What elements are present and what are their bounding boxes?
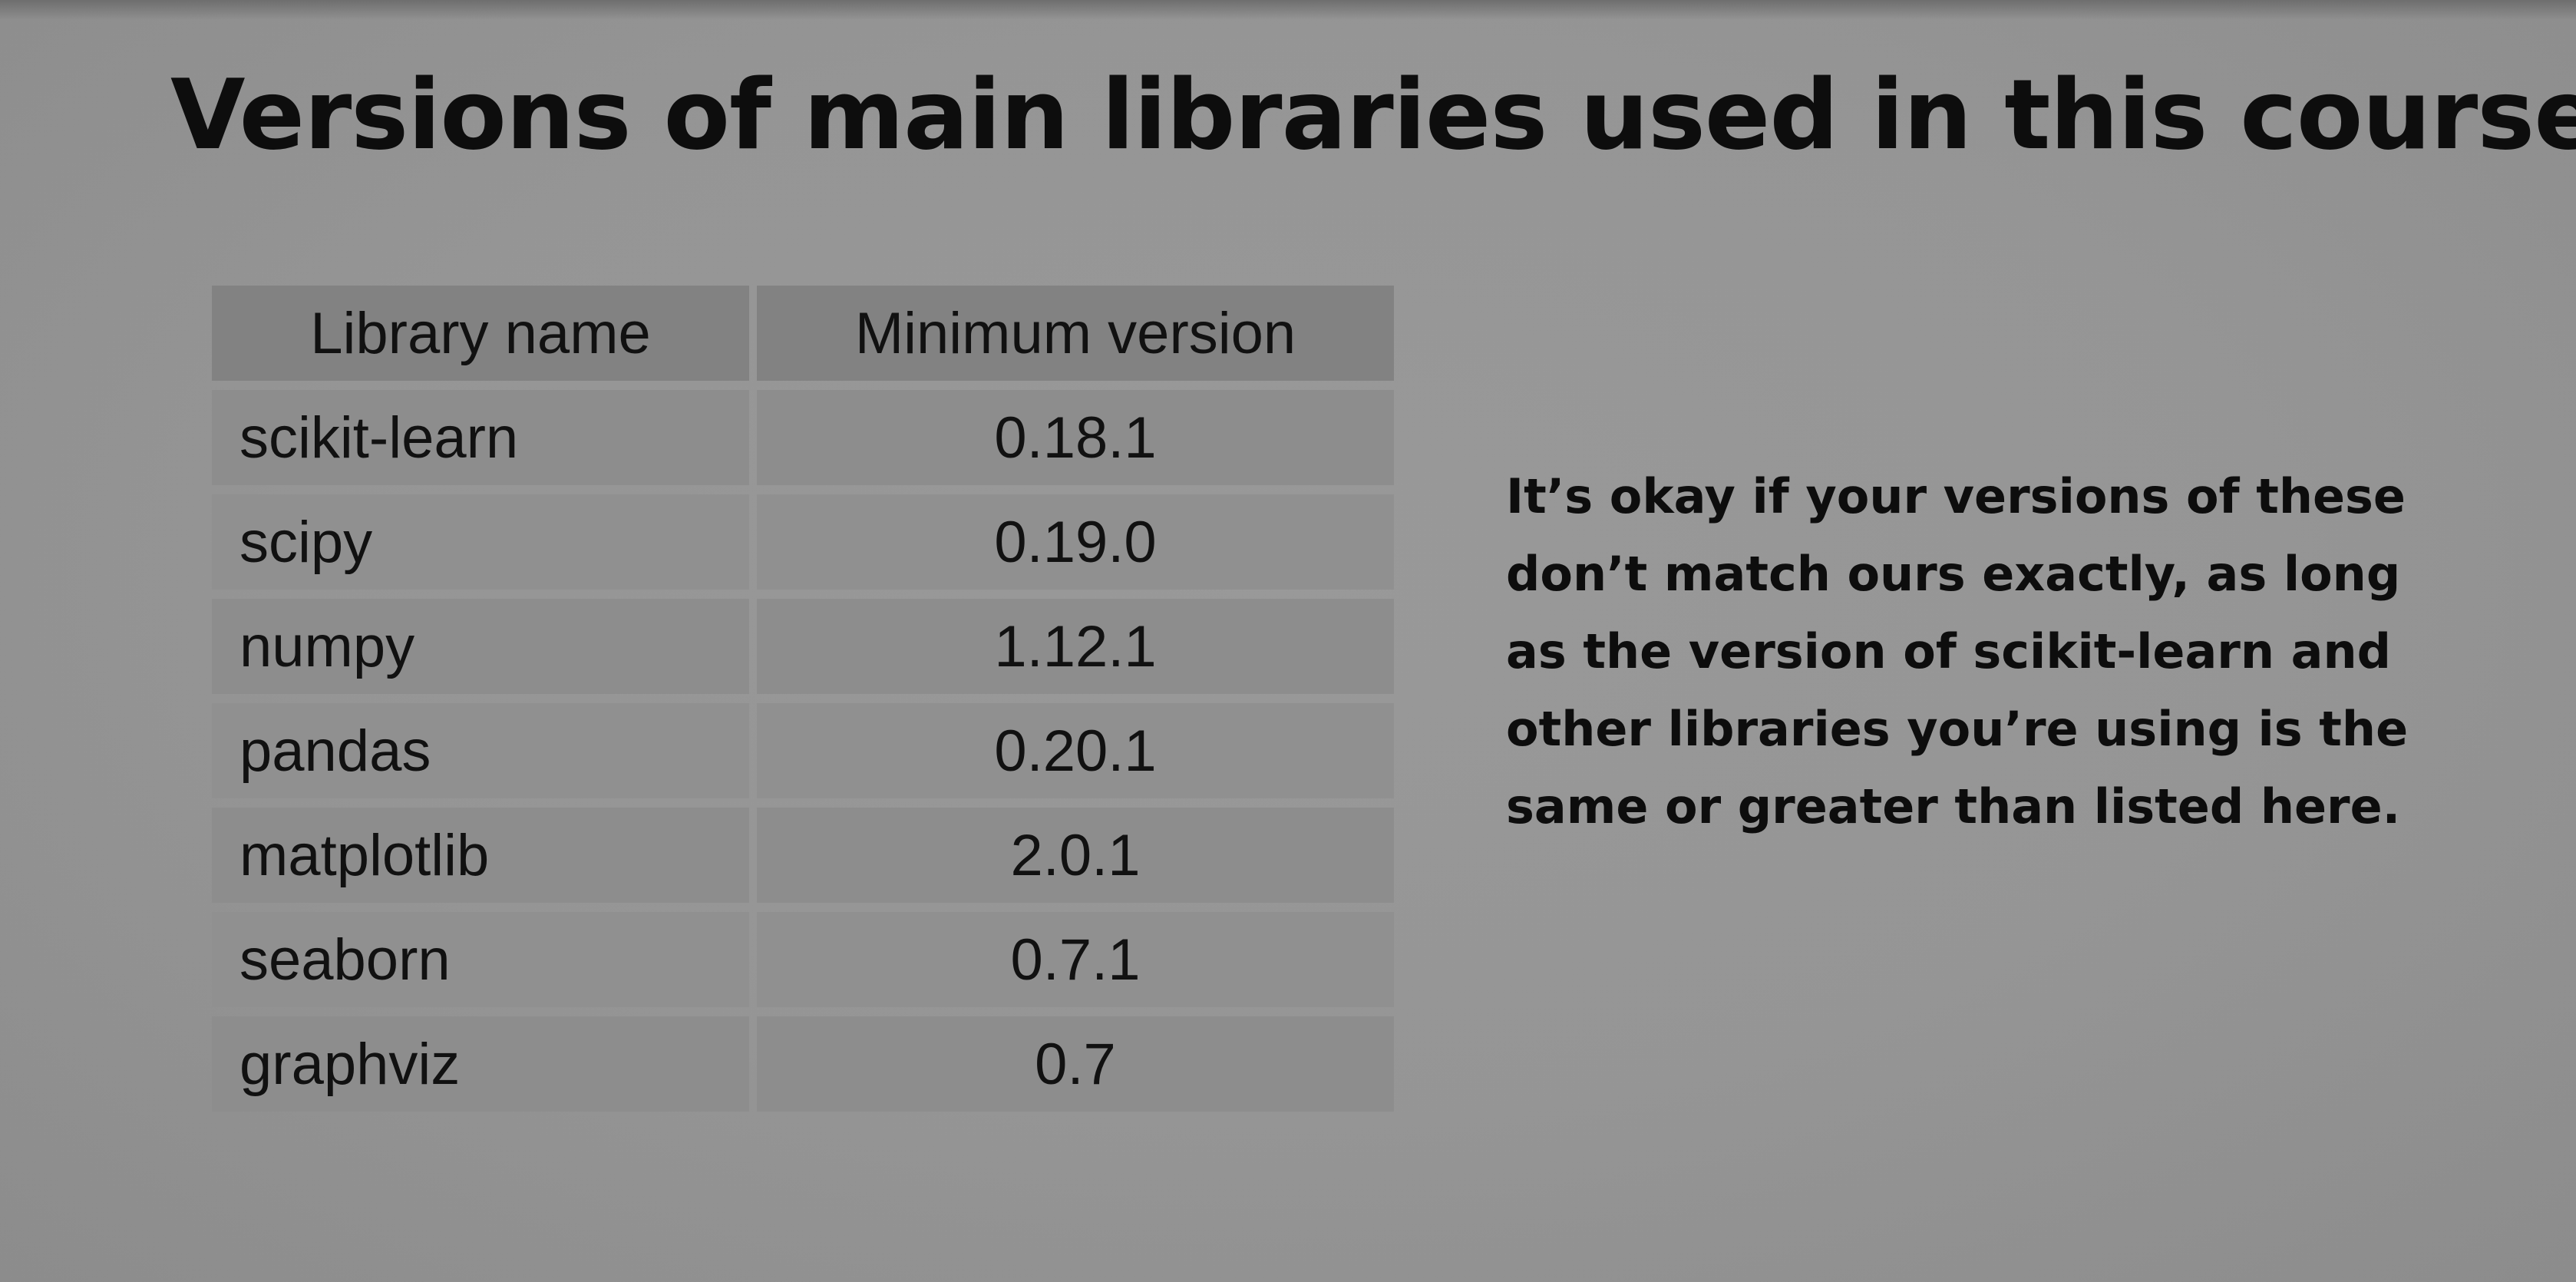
minimum-version-cell: 2.0.1 — [757, 808, 1394, 903]
top-shadow — [0, 0, 2576, 20]
library-versions-table: Library name Minimum version scikit-lear… — [204, 276, 1402, 1121]
table-row: matplotlib 2.0.1 — [212, 808, 1394, 903]
library-name-cell: scipy — [212, 494, 749, 590]
library-name-cell: graphviz — [212, 1016, 749, 1112]
slide-title: Versions of main libraries used in this … — [170, 58, 2576, 171]
library-name-cell: matplotlib — [212, 808, 749, 903]
library-name-cell: pandas — [212, 703, 749, 798]
version-note: It’s okay if your versions of these don’… — [1506, 468, 2409, 834]
minimum-version-cell: 0.19.0 — [757, 494, 1394, 590]
table-row: pandas 0.20.1 — [212, 703, 1394, 798]
table-header-row: Library name Minimum version — [212, 286, 1394, 381]
table-row: numpy 1.12.1 — [212, 599, 1394, 694]
library-name-cell: seaborn — [212, 912, 749, 1007]
column-header-minimum-version: Minimum version — [757, 286, 1394, 381]
minimum-version-cell: 1.12.1 — [757, 599, 1394, 694]
minimum-version-cell: 0.20.1 — [757, 703, 1394, 798]
table-row: scipy 0.19.0 — [212, 494, 1394, 590]
library-name-cell: numpy — [212, 599, 749, 694]
column-header-library-name: Library name — [212, 286, 749, 381]
minimum-version-cell: 0.7 — [757, 1016, 1394, 1112]
library-name-cell: scikit-learn — [212, 390, 749, 485]
table-row: seaborn 0.7.1 — [212, 912, 1394, 1007]
minimum-version-cell: 0.18.1 — [757, 390, 1394, 485]
minimum-version-cell: 0.7.1 — [757, 912, 1394, 1007]
table-row: graphviz 0.7 — [212, 1016, 1394, 1112]
table-row: scikit-learn 0.18.1 — [212, 390, 1394, 485]
